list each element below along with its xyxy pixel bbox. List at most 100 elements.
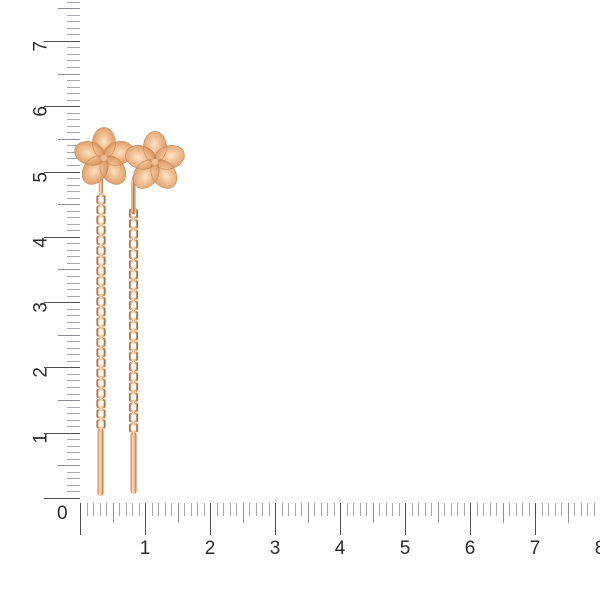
y-minor-tick	[67, 328, 80, 330]
horizontal-ruler: 1 2 3 4 5 6 7 8	[78, 500, 600, 600]
x-minor-tick	[184, 503, 185, 516]
chain-link	[96, 215, 106, 228]
y-major-tick	[44, 40, 80, 42]
y-minor-tick	[67, 386, 80, 388]
y-mid-tick	[58, 465, 80, 467]
y-minor-tick	[67, 158, 80, 160]
y-mid-tick	[58, 138, 80, 140]
chain-link	[128, 413, 139, 425]
y-minor-tick	[67, 53, 80, 55]
y-minor-tick	[67, 249, 80, 251]
y-mid-tick	[58, 400, 80, 402]
x-minor-tick	[132, 503, 133, 516]
y-minor-tick	[67, 99, 80, 101]
y-minor-tick	[67, 315, 80, 317]
x-minor-tick	[574, 503, 575, 516]
x-minor-tick	[554, 503, 556, 516]
y-minor-tick	[67, 295, 80, 297]
y-minor-tick	[67, 458, 80, 460]
y-minor-tick	[67, 373, 80, 375]
y-minor-tick	[67, 210, 80, 212]
y-minor-tick	[67, 341, 80, 343]
y-major-tick	[44, 106, 80, 108]
y-minor-tick	[67, 27, 80, 29]
x-minor-tick	[476, 503, 478, 516]
y-minor-tick	[67, 393, 80, 395]
chain-link	[96, 317, 106, 330]
y-minor-tick	[67, 223, 80, 225]
y-mid-tick	[58, 73, 80, 75]
x-minor-tick	[268, 503, 270, 516]
chain-link	[96, 235, 106, 248]
y-minor-tick	[67, 178, 80, 180]
x-minor-tick	[314, 503, 315, 516]
x-minor-tick	[93, 503, 94, 516]
x-minor-tick	[171, 503, 172, 516]
y-minor-tick	[67, 125, 80, 127]
y-major-tick	[44, 236, 80, 238]
x-major-tick	[535, 503, 536, 535]
chain-link	[96, 388, 106, 401]
chain-link	[96, 409, 106, 422]
chain-link	[96, 378, 106, 391]
x-axis-tick-label: 4	[334, 538, 346, 559]
x-minor-tick	[392, 503, 393, 516]
x-mid-tick	[112, 503, 114, 523]
chain-link	[128, 423, 139, 436]
x-axis-tick-label: 6	[464, 538, 476, 559]
y-minor-tick	[67, 191, 80, 193]
x-minor-tick	[190, 503, 192, 516]
x-major-tick	[470, 503, 471, 535]
chain-link	[128, 300, 139, 313]
y-mid-tick	[58, 269, 80, 271]
x-minor-tick	[496, 503, 497, 516]
x-minor-tick	[216, 503, 218, 516]
left-box-chain	[96, 185, 106, 432]
y-minor-tick	[67, 426, 80, 428]
x-major-tick	[80, 503, 81, 535]
y-minor-tick	[67, 380, 80, 382]
y-major-tick	[44, 171, 80, 173]
x-minor-tick	[86, 503, 88, 516]
x-minor-tick	[249, 503, 250, 516]
chain-link	[128, 239, 139, 252]
x-minor-tick	[119, 503, 120, 516]
left-threader-earring	[70, 127, 138, 496]
x-minor-tick	[548, 503, 549, 516]
y-minor-tick	[67, 256, 80, 258]
x-axis-tick-label: 5	[399, 538, 411, 559]
x-minor-tick	[385, 503, 387, 516]
chain-link	[96, 246, 106, 258]
x-minor-tick	[236, 503, 237, 516]
x-major-tick	[405, 503, 406, 535]
chain-link	[96, 297, 106, 309]
x-minor-tick	[255, 503, 257, 516]
y-minor-tick	[67, 164, 80, 166]
y-minor-tick	[67, 406, 80, 408]
y-minor-tick	[67, 275, 80, 277]
y-minor-tick	[67, 445, 80, 447]
chain-link	[96, 205, 106, 218]
chain-link	[96, 337, 106, 350]
right-box-chain	[128, 209, 139, 436]
x-minor-tick	[203, 503, 205, 516]
x-minor-tick	[359, 503, 361, 516]
chain-link	[128, 392, 139, 405]
x-minor-tick	[541, 503, 543, 516]
x-minor-tick	[138, 503, 140, 516]
x-major-tick	[340, 503, 341, 535]
chain-link	[128, 280, 139, 293]
x-minor-tick	[489, 503, 491, 516]
y-minor-tick	[67, 151, 80, 153]
y-minor-tick	[67, 491, 80, 493]
y-mid-tick	[58, 8, 80, 10]
y-minor-tick	[67, 67, 80, 69]
x-major-tick	[275, 503, 276, 535]
y-minor-tick	[67, 413, 80, 415]
x-mid-tick	[177, 503, 179, 523]
y-major-tick	[44, 498, 80, 499]
x-major-tick	[210, 503, 211, 535]
